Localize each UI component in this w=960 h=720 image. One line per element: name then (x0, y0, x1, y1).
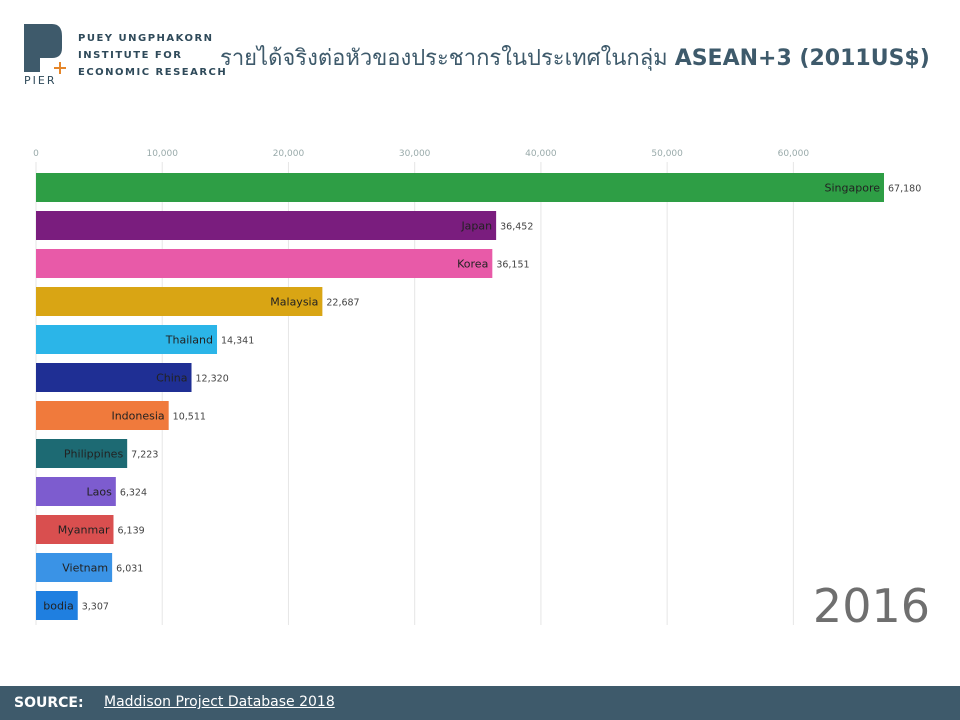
bar-value-label: 67,180 (888, 184, 921, 195)
logo-short-text: PIER (24, 74, 57, 87)
year-label: 2016 (813, 579, 930, 633)
title-thai: รายได้จริงต่อหัวของประชากรในประเทศในกลุ่… (220, 46, 668, 71)
bar-value-label: 36,452 (500, 222, 533, 233)
bar-value-label: 6,031 (116, 564, 143, 575)
bar-value-label: 6,324 (120, 488, 147, 499)
bar-category-label: China (156, 372, 187, 385)
logo-line-3: ECONOMIC RESEARCH (78, 67, 228, 78)
bar-category-label: Thailand (165, 334, 213, 347)
bar (36, 439, 128, 468)
bar (36, 249, 493, 278)
bar-value-label: 14,341 (221, 336, 254, 347)
pier-logo: PIER PUEY UNGPHAKORN INSTITUTE FOR ECONO… (22, 22, 226, 92)
bar (36, 211, 497, 240)
bar-value-label: 6,139 (117, 526, 144, 537)
x-tick-label: 50,000 (651, 149, 683, 159)
x-tick-label: 60,000 (778, 149, 810, 159)
bar-value-label: 22,687 (326, 298, 359, 309)
bar (36, 553, 113, 582)
bar (36, 325, 218, 354)
footer-bar: SOURCE: Maddison Project Database 2018 (0, 686, 960, 720)
bar-value-label: 3,307 (82, 602, 109, 613)
source-label: SOURCE: (14, 695, 84, 711)
x-tick-label: 20,000 (273, 149, 305, 159)
bar-category-label: Japan (460, 220, 492, 233)
bar-category-label: Myanmar (58, 524, 110, 537)
logo-line-1: PUEY UNGPHAKORN (78, 33, 214, 44)
bar-category-label: Laos (86, 486, 112, 499)
logo-line-2: INSTITUTE FOR (78, 50, 183, 61)
bar (36, 363, 192, 392)
bar (36, 477, 116, 506)
bar-category-label: Korea (457, 258, 488, 271)
bar-category-label: Singapore (825, 182, 881, 195)
pier-logo-mark-icon (24, 24, 66, 74)
page-title: รายได้จริงต่อหัวของประชากรในประเทศในกลุ่… (220, 40, 930, 75)
bar (36, 515, 114, 544)
bar (36, 173, 884, 202)
bar (36, 591, 78, 620)
bar-category-label: Vietnam (62, 562, 108, 575)
x-tick-label: 10,000 (146, 149, 178, 159)
bar-value-label: 36,151 (496, 260, 529, 271)
x-tick-label: 30,000 (399, 149, 431, 159)
bar-category-label: bodia (43, 600, 74, 613)
bar-category-label: Malaysia (270, 296, 318, 309)
source-link[interactable]: Maddison Project Database 2018 (104, 694, 335, 710)
bar-value-label: 12,320 (196, 374, 229, 385)
bar-value-label: 10,511 (173, 412, 206, 423)
logo-institute-name: PUEY UNGPHAKORN INSTITUTE FOR ECONOMIC R… (78, 30, 227, 81)
bar-value-label: 7,223 (131, 450, 158, 461)
bar-chart: 0 10,000 20,000 30,000 40,000 50,000 60,000 Sin… (33, 149, 930, 633)
x-tick-label: 0 (33, 149, 39, 159)
x-tick-label: 40,000 (525, 149, 557, 159)
bar-category-label: Indonesia (111, 410, 164, 423)
bar (36, 401, 169, 430)
bar (36, 287, 323, 316)
title-latin: ASEAN+3 (2011US$) (674, 46, 930, 71)
bar-category-label: Philippines (64, 448, 124, 461)
